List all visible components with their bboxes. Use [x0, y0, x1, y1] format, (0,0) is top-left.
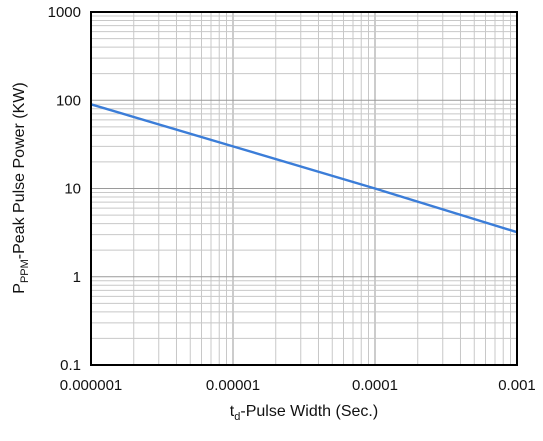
y-tick-label: 1 — [73, 269, 81, 286]
x-tick-label: 0.001 — [498, 377, 536, 394]
y-tick-label: 0.1 — [60, 357, 81, 374]
x-tick-label: 0.00001 — [206, 377, 260, 394]
y-axis-label: PPPM-Peak Pulse Power (KW) — [11, 82, 31, 293]
plot-frame — [90, 11, 518, 366]
y-tick-label: 1000 — [48, 4, 81, 21]
x-tick-labels: 0.000001 0.00001 0.0001 0.001 — [60, 377, 536, 394]
y-tick-label: 100 — [56, 92, 81, 109]
x-axis-label: td-Pulse Width (Sec.) — [230, 403, 378, 423]
x-tick-label: 0.0001 — [352, 377, 398, 394]
x-tick-label: 0.000001 — [60, 377, 123, 394]
series-line-1 — [90, 103, 518, 234]
grid-lines — [91, 12, 517, 365]
series-layer — [90, 103, 518, 234]
y-tick-labels: 1000 100 10 1 0.1 — [48, 4, 81, 374]
y-tick-label: 10 — [64, 181, 81, 198]
